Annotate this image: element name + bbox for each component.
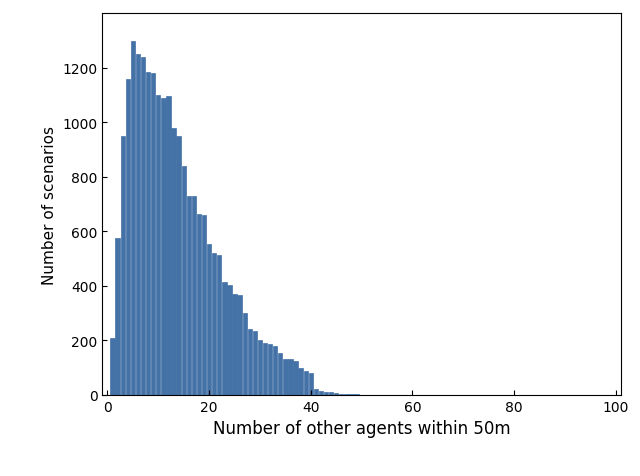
Bar (141, 58, 145, 395)
Bar (253, 331, 257, 395)
Bar (232, 295, 237, 395)
Y-axis label: Number of scenarios: Number of scenarios (42, 125, 57, 284)
Bar (329, 392, 333, 395)
Bar (273, 346, 277, 395)
Bar (339, 394, 344, 395)
Bar (243, 314, 247, 395)
Bar (156, 96, 161, 395)
Bar (237, 296, 242, 395)
Bar (278, 353, 282, 395)
Bar (187, 197, 191, 395)
Bar (207, 244, 211, 395)
Bar (258, 341, 262, 395)
Bar (166, 97, 171, 395)
Bar (217, 255, 221, 395)
Bar (161, 99, 166, 395)
Bar (227, 285, 232, 395)
X-axis label: Number of other agents within 50m: Number of other agents within 50m (212, 419, 511, 437)
Bar (125, 79, 130, 395)
Bar (120, 137, 125, 395)
Bar (324, 392, 328, 395)
Bar (349, 394, 353, 395)
Bar (288, 360, 292, 395)
Bar (293, 361, 298, 395)
Bar (222, 282, 227, 395)
Bar (192, 197, 196, 395)
Bar (319, 391, 323, 395)
Bar (263, 343, 267, 395)
Bar (182, 167, 186, 395)
Bar (146, 73, 150, 395)
Bar (202, 216, 206, 395)
Bar (344, 394, 349, 395)
Bar (136, 55, 140, 395)
Bar (284, 360, 287, 395)
Bar (197, 214, 201, 395)
Bar (268, 345, 272, 395)
Bar (111, 338, 115, 395)
Bar (248, 330, 252, 395)
Bar (115, 238, 120, 395)
Bar (212, 254, 216, 395)
Bar (177, 137, 180, 395)
Bar (151, 74, 156, 395)
Bar (334, 393, 339, 395)
Bar (308, 373, 313, 395)
Bar (314, 389, 318, 395)
Bar (298, 368, 303, 395)
Bar (172, 129, 176, 395)
Bar (131, 41, 135, 395)
Bar (303, 371, 308, 395)
